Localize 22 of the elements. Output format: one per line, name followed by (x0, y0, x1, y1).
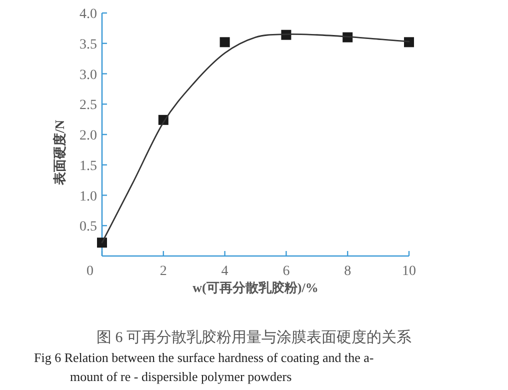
point (220, 37, 230, 48)
x-tick-label: 2 (160, 264, 167, 279)
y-tick-label: 1.5 (80, 158, 97, 174)
point (97, 238, 107, 248)
y-tick-label: 3.5 (80, 37, 97, 52)
y-tick-label: 4.0 (80, 7, 97, 22)
x-tick-label: 10 (402, 264, 416, 279)
y-tick-label: 3.0 (80, 68, 97, 83)
caption: Fig 6 Relation between the surface hardness of coating and the a- (34, 350, 374, 365)
x-axis-title: w(可再分散乳胶粉)/% (192, 280, 318, 295)
x-tick-label: 4 (221, 264, 228, 279)
text: mount of re - dispersible polymer powders (70, 369, 292, 384)
x-tick-label: 0 (86, 264, 94, 279)
x-tick-label: 6 (282, 264, 290, 279)
y-tick-label: 1.0 (80, 189, 97, 204)
point (404, 37, 414, 48)
y-tick-label: 0.5 (80, 220, 97, 235)
y-tick-label: 2.5 (80, 98, 97, 114)
y-axis-title: 表面硬度/N (52, 119, 67, 186)
caption: 图 6 可再分散乳胶粉用量与涂膜表面硬度的关系 (96, 329, 412, 346)
y-tick-label: 2.0 (80, 128, 97, 144)
x-tick-label: 8 (344, 264, 352, 279)
